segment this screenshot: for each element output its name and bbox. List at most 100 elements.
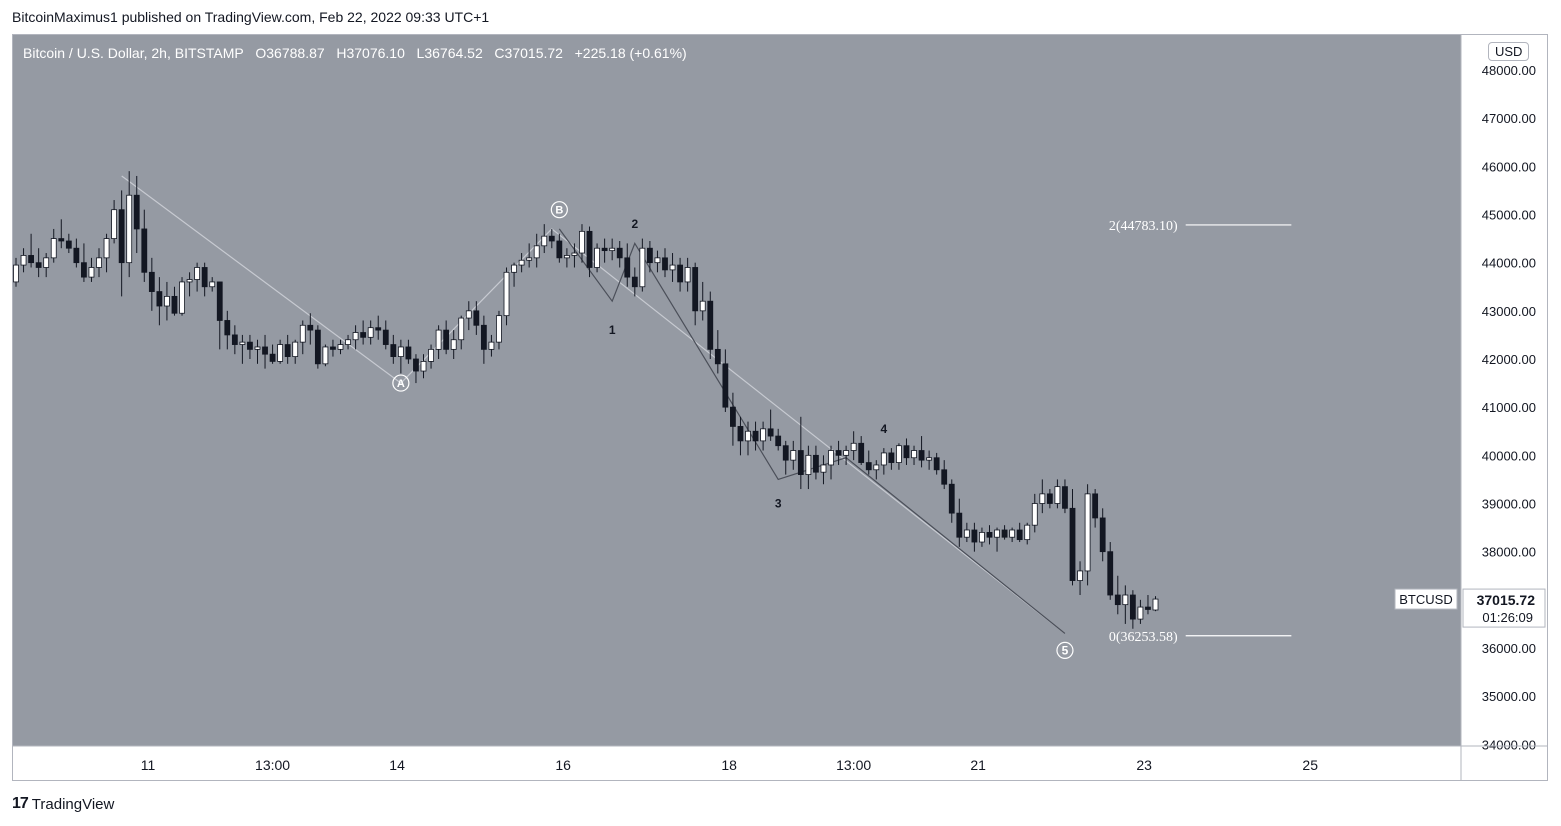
candle-body bbox=[684, 267, 691, 283]
candle bbox=[148, 257, 155, 311]
candle bbox=[35, 248, 42, 278]
candle bbox=[73, 238, 80, 268]
candle-body bbox=[126, 194, 133, 264]
candle bbox=[450, 330, 457, 359]
currency-badge[interactable]: USD bbox=[1488, 42, 1530, 61]
candle-body bbox=[13, 264, 19, 283]
candle bbox=[752, 421, 759, 451]
candle-body bbox=[480, 324, 487, 350]
candle-body bbox=[141, 228, 148, 273]
candle-body bbox=[277, 344, 284, 362]
candle-body bbox=[918, 450, 925, 461]
candle bbox=[911, 445, 917, 465]
price-tick-label: 39000.00 bbox=[1482, 497, 1536, 512]
candle bbox=[1069, 489, 1076, 586]
candle bbox=[594, 243, 600, 273]
candle bbox=[865, 450, 872, 475]
candle-body bbox=[548, 235, 555, 242]
candle-body bbox=[337, 344, 344, 350]
time-tick-label: 16 bbox=[555, 757, 571, 773]
candle-body bbox=[50, 238, 57, 259]
candle-body bbox=[563, 255, 570, 259]
legend-symbol: Bitcoin / U.S. Dollar, 2h, BITSTAMP bbox=[23, 45, 244, 61]
candle bbox=[118, 190, 125, 297]
candle-body bbox=[375, 327, 382, 331]
candle-body bbox=[669, 264, 676, 271]
candle-body bbox=[850, 442, 857, 451]
candle bbox=[1016, 522, 1023, 543]
wave-line bbox=[121, 175, 1066, 634]
tradingview-logo[interactable]: 17 TradingView bbox=[12, 795, 114, 813]
candle bbox=[533, 233, 540, 268]
candle-body bbox=[541, 235, 548, 247]
candle-body bbox=[254, 346, 261, 350]
candle bbox=[1099, 508, 1106, 562]
legend-high-value: 37076.10 bbox=[346, 45, 405, 61]
candle bbox=[65, 233, 72, 254]
candle-body bbox=[654, 257, 661, 264]
candle bbox=[639, 238, 646, 292]
price-tick-label: 47000.00 bbox=[1482, 111, 1536, 126]
candle bbox=[1122, 585, 1129, 624]
candle bbox=[722, 349, 729, 412]
candle-body bbox=[880, 452, 887, 466]
candle-body bbox=[639, 247, 646, 288]
candle bbox=[1137, 599, 1144, 624]
candle bbox=[797, 416, 804, 490]
candle bbox=[813, 445, 819, 480]
legend-low-label: L bbox=[416, 45, 425, 61]
candle bbox=[179, 277, 185, 316]
candle bbox=[631, 267, 638, 297]
candle bbox=[141, 209, 148, 282]
candle-body bbox=[820, 464, 827, 473]
time-tick-label: 23 bbox=[1136, 757, 1152, 773]
candle-body bbox=[503, 271, 510, 317]
candle bbox=[1024, 522, 1031, 545]
candle-body bbox=[35, 262, 42, 268]
candle-body bbox=[767, 428, 774, 437]
candle bbox=[314, 325, 321, 369]
candle-body bbox=[1062, 486, 1068, 509]
candle-body bbox=[111, 209, 118, 239]
candle bbox=[707, 291, 714, 359]
candle bbox=[247, 334, 253, 359]
candle bbox=[480, 315, 487, 364]
wave-label: 4 bbox=[880, 422, 887, 436]
candle bbox=[526, 243, 533, 268]
candle bbox=[1001, 525, 1008, 540]
candle-body bbox=[903, 445, 910, 459]
plot-area[interactable] bbox=[13, 35, 1461, 746]
candle-body bbox=[571, 252, 578, 256]
candle-body bbox=[782, 445, 789, 461]
candle bbox=[292, 339, 299, 364]
candle bbox=[714, 330, 721, 374]
candle bbox=[820, 455, 827, 485]
candle-body bbox=[118, 209, 125, 264]
price-tick-label: 41000.00 bbox=[1482, 400, 1536, 415]
time-tick-label: 25 bbox=[1302, 757, 1318, 773]
wave-lines bbox=[121, 175, 1066, 634]
price-tick-label: 35000.00 bbox=[1482, 689, 1536, 704]
candle-body bbox=[828, 450, 834, 466]
candle-body bbox=[390, 344, 397, 357]
candle-body bbox=[81, 262, 87, 278]
candle-body bbox=[405, 346, 412, 360]
candle-body bbox=[730, 406, 736, 427]
candle bbox=[81, 243, 87, 282]
time-tick-label: 11 bbox=[141, 757, 156, 773]
candle-body bbox=[496, 315, 502, 343]
candle-body bbox=[797, 450, 804, 475]
price-axis[interactable]: 34000.0035000.0036000.0037000.0038000.00… bbox=[1460, 35, 1536, 781]
candle bbox=[201, 262, 208, 297]
candle-body bbox=[835, 450, 842, 456]
candle bbox=[511, 262, 517, 287]
candle bbox=[50, 228, 57, 263]
time-axis[interactable]: 11 13:00 14 16 18 13:00 21 23 25 bbox=[12, 745, 1548, 773]
candle bbox=[330, 339, 336, 357]
candle bbox=[873, 460, 880, 480]
candle bbox=[443, 320, 450, 355]
candle bbox=[684, 257, 691, 292]
candle-body bbox=[843, 450, 850, 456]
candle bbox=[1046, 489, 1053, 509]
